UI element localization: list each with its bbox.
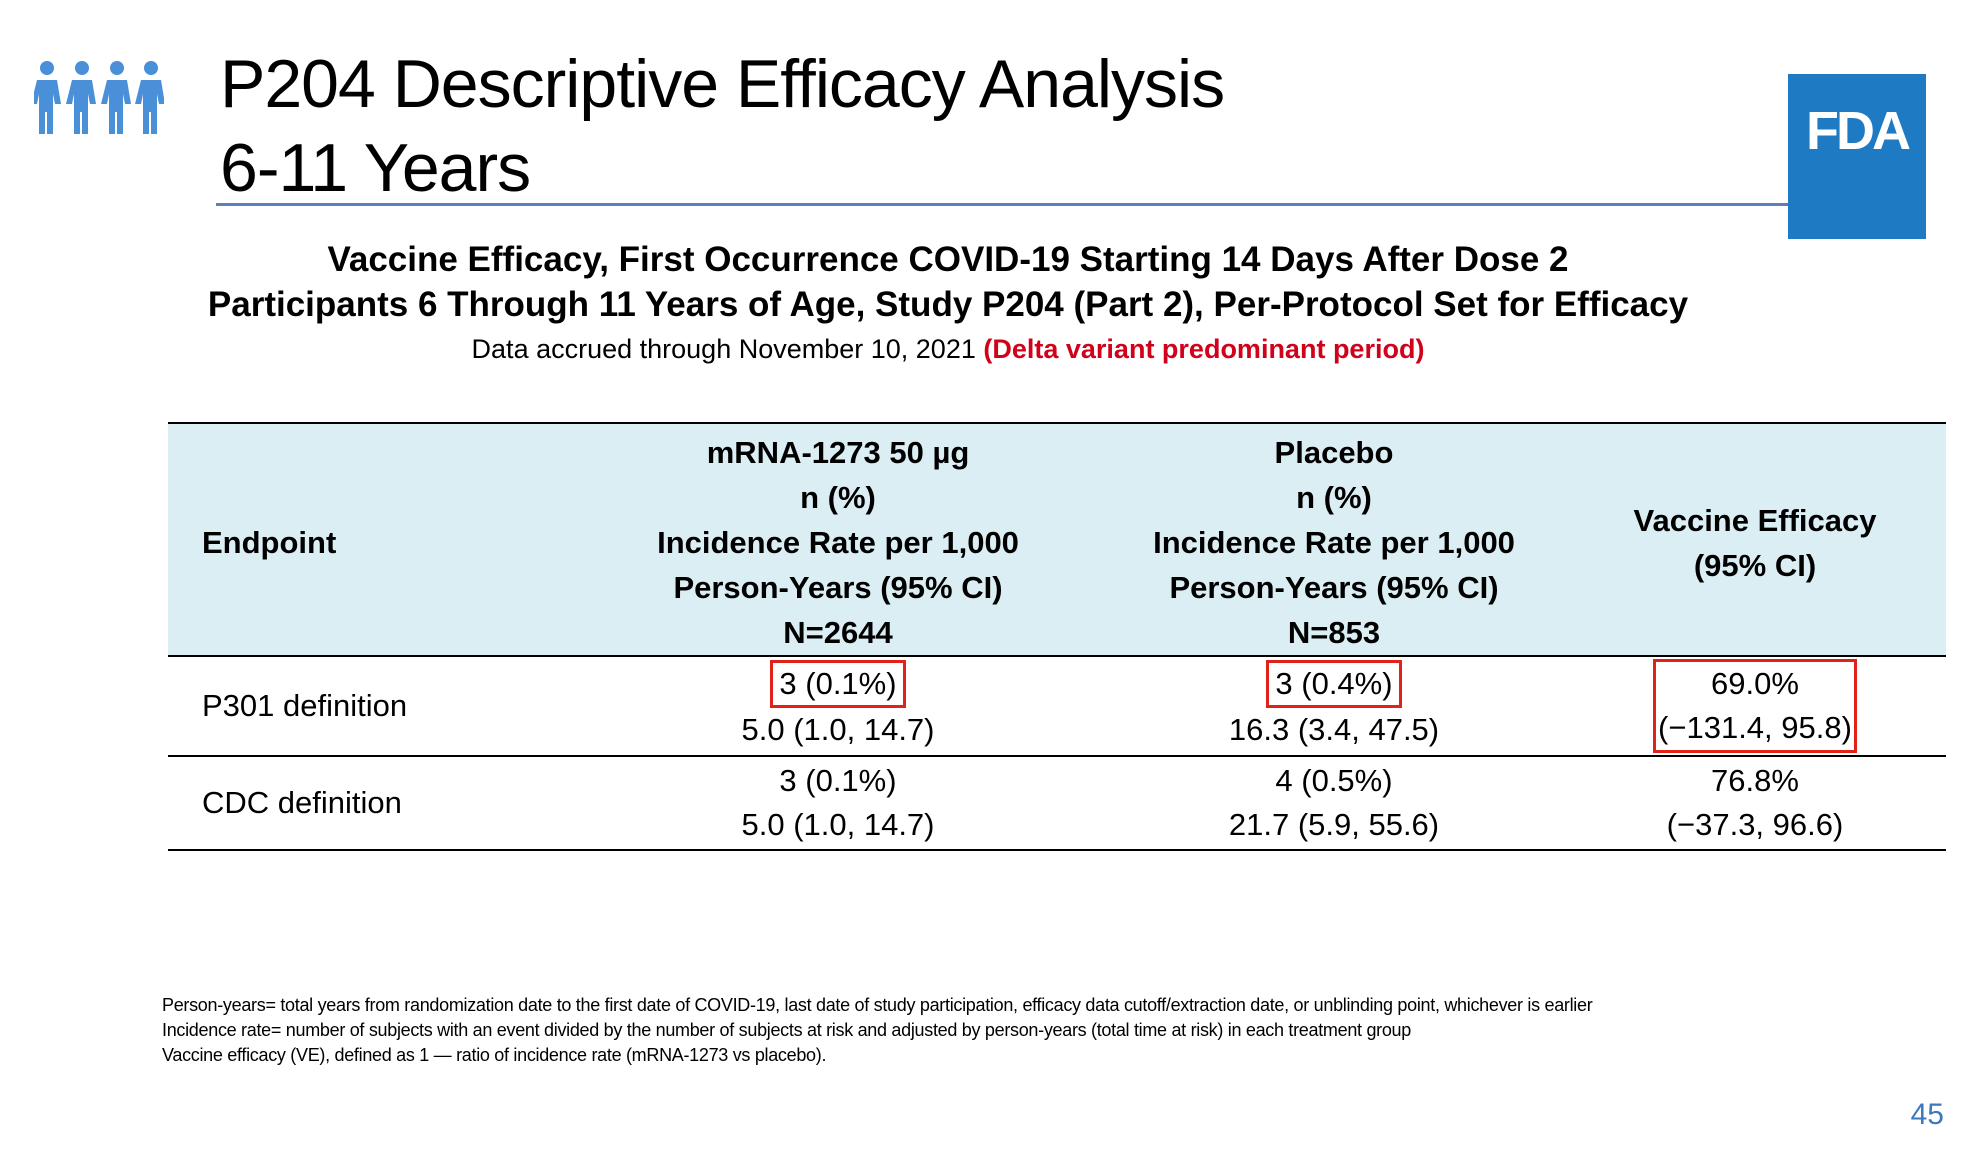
title-divider xyxy=(216,203,1850,206)
page-number: 45 xyxy=(1910,1098,1944,1131)
efficacy-table: Endpoint mRNA-1273 50 µg n (%) Incidence… xyxy=(168,422,1946,851)
vaccine-cell: 3 (0.1%) 5.0 (1.0, 14.7) xyxy=(572,656,1104,757)
children-icon xyxy=(34,61,164,134)
highlight-box: 69.0% (−131.4, 95.8) xyxy=(1653,659,1857,753)
page-title: P204 Descriptive Efficacy Analysis 6-11 … xyxy=(220,42,1225,210)
efficacy-cell: 76.8% (−37.3, 96.6) xyxy=(1564,756,1946,851)
header-endpoint: Endpoint xyxy=(168,422,572,657)
table-header-row: Endpoint mRNA-1273 50 µg n (%) Incidence… xyxy=(168,422,1946,657)
highlight-box: 3 (0.1%) xyxy=(770,660,906,708)
title-line-2: 6-11 Years xyxy=(220,130,531,206)
highlight-box: 3 (0.4%) xyxy=(1266,660,1402,708)
placebo-cell: 4 (0.5%) 21.7 (5.9, 55.6) xyxy=(1104,756,1564,851)
footnotes: Person-years= total years from randomiza… xyxy=(162,993,1593,1068)
fda-logo-text: FDA xyxy=(1806,101,1911,161)
subtitle-line-3: Data accrued through November 10, 2021 (… xyxy=(0,334,1896,365)
footnote-person-years: Person-years= total years from randomiza… xyxy=(162,995,1593,1015)
subtitle-line-1: Vaccine Efficacy, First Occurrence COVID… xyxy=(327,240,1569,279)
footnote-vaccine-efficacy: Vaccine efficacy (VE), defined as 1 — ra… xyxy=(162,1045,827,1065)
vaccine-cell: 3 (0.1%) 5.0 (1.0, 14.7) xyxy=(572,756,1104,851)
header-placebo: Placebo n (%) Incidence Rate per 1,000 P… xyxy=(1104,422,1564,657)
data-accrual-note: Data accrued through November 10, 2021 xyxy=(471,334,984,364)
header-efficacy: Vaccine Efficacy (95% CI) xyxy=(1564,422,1946,657)
table-row: CDC definition 3 (0.1%) 5.0 (1.0, 14.7) … xyxy=(168,756,1946,851)
placebo-cell: 3 (0.4%) 16.3 (3.4, 47.5) xyxy=(1104,656,1564,757)
subtitle-line-2: Participants 6 Through 11 Years of Age, … xyxy=(207,285,1689,324)
endpoint-cell: P301 definition xyxy=(168,656,572,757)
table-row: P301 definition 3 (0.1%) 5.0 (1.0, 14.7)… xyxy=(168,656,1946,757)
delta-period-note: (Delta variant predominant period) xyxy=(983,334,1425,364)
title-line-1: P204 Descriptive Efficacy Analysis xyxy=(220,46,1225,122)
header-vaccine: mRNA-1273 50 µg n (%) Incidence Rate per… xyxy=(572,422,1104,657)
endpoint-cell: CDC definition xyxy=(168,756,572,851)
efficacy-cell: 69.0% (−131.4, 95.8) xyxy=(1564,656,1946,757)
footnote-incidence-rate: Incidence rate= number of subjects with … xyxy=(162,1020,1411,1040)
fda-logo: FDA xyxy=(1788,74,1926,239)
